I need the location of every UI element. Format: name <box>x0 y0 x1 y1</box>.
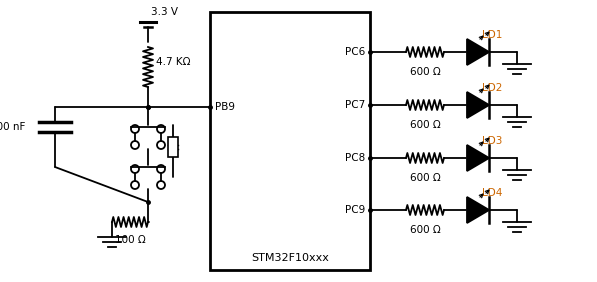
Polygon shape <box>467 92 489 118</box>
Text: 100 Ω: 100 Ω <box>115 235 146 245</box>
Text: PC9: PC9 <box>344 205 365 215</box>
Text: LD1: LD1 <box>482 30 502 40</box>
Text: PC8: PC8 <box>344 153 365 163</box>
Bar <box>210 12 370 270</box>
Text: 600 Ω: 600 Ω <box>410 173 441 183</box>
Text: 600 Ω: 600 Ω <box>410 120 441 130</box>
Text: 600 Ω: 600 Ω <box>410 225 441 235</box>
Text: 600 Ω: 600 Ω <box>410 67 441 77</box>
Text: PC7: PC7 <box>344 100 365 110</box>
Text: 4.7 KΩ: 4.7 KΩ <box>156 57 190 67</box>
Polygon shape <box>467 197 489 223</box>
Text: PC6: PC6 <box>344 47 365 57</box>
Bar <box>168 137 178 157</box>
Text: LD2: LD2 <box>482 83 502 93</box>
Text: PB9: PB9 <box>215 102 235 112</box>
Polygon shape <box>467 145 489 171</box>
Text: 100 nF: 100 nF <box>0 122 25 132</box>
Text: LD3: LD3 <box>482 136 502 146</box>
Polygon shape <box>467 39 489 65</box>
Text: 3.3 V: 3.3 V <box>151 7 178 17</box>
Text: STM32F10xxx: STM32F10xxx <box>251 253 329 263</box>
Text: LD4: LD4 <box>482 188 502 198</box>
